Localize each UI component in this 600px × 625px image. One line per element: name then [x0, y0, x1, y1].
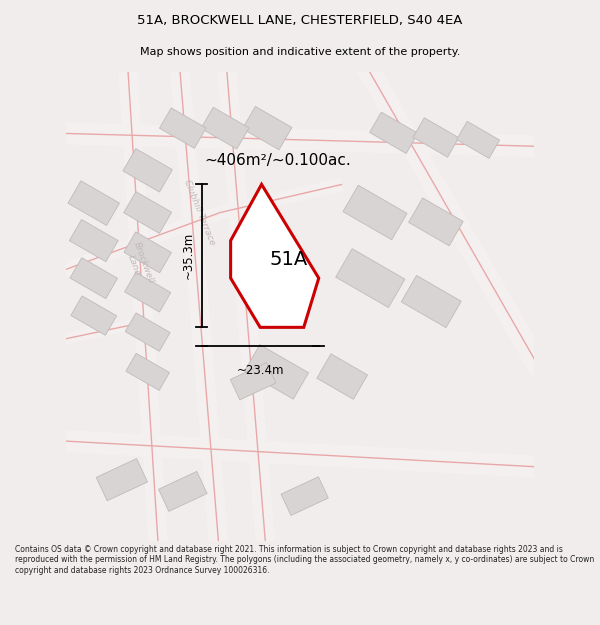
Polygon shape	[242, 106, 292, 150]
Polygon shape	[158, 471, 207, 511]
Polygon shape	[281, 477, 328, 516]
Polygon shape	[68, 181, 119, 226]
Polygon shape	[71, 296, 116, 336]
Text: 51A: 51A	[269, 250, 307, 269]
Text: Map shows position and indicative extent of the property.: Map shows position and indicative extent…	[140, 47, 460, 57]
Polygon shape	[370, 112, 418, 154]
Polygon shape	[160, 108, 206, 148]
Polygon shape	[70, 258, 118, 299]
Polygon shape	[70, 219, 118, 262]
Text: 51A, BROCKWELL LANE, CHESTERFIELD, S40 4EA: 51A, BROCKWELL LANE, CHESTERFIELD, S40 4…	[137, 14, 463, 27]
Polygon shape	[96, 459, 148, 501]
Polygon shape	[457, 121, 500, 158]
Polygon shape	[201, 107, 249, 149]
Polygon shape	[230, 362, 276, 400]
Polygon shape	[230, 184, 319, 328]
Polygon shape	[125, 313, 170, 351]
Text: ~23.4m: ~23.4m	[236, 364, 284, 377]
Polygon shape	[401, 276, 461, 328]
Polygon shape	[245, 344, 308, 399]
Polygon shape	[409, 198, 463, 246]
Text: ~406m²/~0.100ac.: ~406m²/~0.100ac.	[204, 153, 350, 168]
Text: ~35.3m: ~35.3m	[182, 232, 194, 279]
Polygon shape	[124, 192, 172, 233]
Polygon shape	[317, 354, 367, 399]
Polygon shape	[123, 149, 172, 192]
Polygon shape	[126, 353, 169, 391]
Polygon shape	[336, 249, 405, 308]
Polygon shape	[124, 232, 172, 272]
Text: Brockwell
Lane: Brockwell Lane	[122, 240, 155, 288]
Polygon shape	[125, 272, 171, 312]
Text: Contains OS data © Crown copyright and database right 2021. This information is : Contains OS data © Crown copyright and d…	[15, 545, 594, 574]
Polygon shape	[413, 118, 459, 158]
Text: Clubhill Terrace: Clubhill Terrace	[182, 179, 217, 246]
Text: Brockwell
Lane: Brockwell Lane	[230, 249, 263, 298]
Polygon shape	[343, 185, 407, 240]
